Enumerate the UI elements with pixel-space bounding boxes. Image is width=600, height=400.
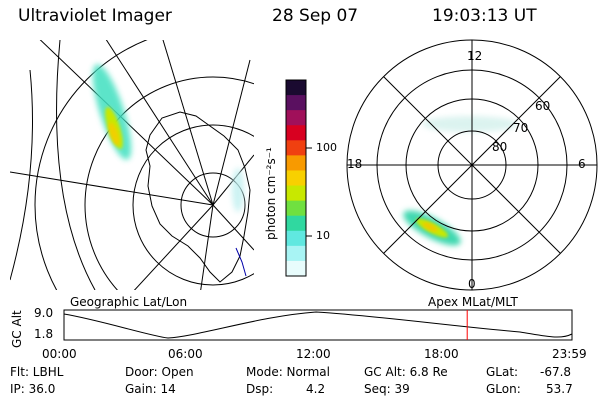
colorbar-segment xyxy=(286,170,306,187)
colorbar-segment xyxy=(286,155,306,172)
mlt-label-12: 12 xyxy=(467,49,483,63)
colorbar-unit-label: photon cm⁻²s⁻¹ xyxy=(264,147,278,240)
status-mode: Mode: Normal xyxy=(246,365,330,379)
date-label: 28 Sep 07 xyxy=(272,6,359,26)
colorbar-segment xyxy=(286,200,306,217)
orbit-xtick-2359: 23:59 xyxy=(552,347,587,361)
orbit-ylabel: GC Alt xyxy=(10,310,24,348)
instrument-title: Ultraviolet Imager xyxy=(18,6,172,26)
polar-plot xyxy=(346,39,598,291)
orbit-xtick-0600: 06:00 xyxy=(168,347,203,361)
colorbar-tick-marks xyxy=(306,147,312,237)
colorbar-segment xyxy=(286,245,306,262)
colorbar-tick-10: 10 xyxy=(316,229,330,242)
colorbar-segment xyxy=(286,260,306,277)
map-meridians xyxy=(10,40,254,290)
colorbar-segment xyxy=(286,230,306,247)
colorbar-segment xyxy=(286,215,306,232)
time-label: 19:03:13 UT xyxy=(432,6,537,26)
status-glat-label: GLat: xyxy=(486,365,519,379)
status-glon-value: 53.7 xyxy=(546,382,573,396)
orbit-ytick-low: 1.8 xyxy=(34,327,54,341)
status-door: Door: Open xyxy=(125,365,194,379)
mlat-label-80: 80 xyxy=(492,140,508,154)
status-gain: Gain: 14 xyxy=(125,382,176,396)
status-glon-label: GLon: xyxy=(486,382,521,396)
colorbar-segment xyxy=(286,110,306,126)
orbit-ytick-high: 9.0 xyxy=(34,306,54,320)
colorbar-segment xyxy=(286,125,306,141)
status-dsp-value: 4.2 xyxy=(306,382,326,396)
status-ip: IP: 36.0 xyxy=(10,382,56,396)
map-coordinate-label: Geographic Lat/Lon xyxy=(70,295,188,309)
mlt-label-6: 6 xyxy=(578,157,586,171)
mlat-label-60: 60 xyxy=(535,99,551,113)
polar-mlt-lines xyxy=(347,40,597,290)
status-gc-alt: GC Alt: 6.8 Re xyxy=(364,365,448,379)
colorbar-tick-100: 100 xyxy=(316,141,337,154)
status-seq: Seq: 39 xyxy=(364,382,410,396)
status-filter: Flt: LBHL xyxy=(10,365,64,379)
apex-coordinate-label: Apex MLat/MLT xyxy=(428,295,518,309)
mlat-label-70: 70 xyxy=(513,121,529,135)
orbit-xtick-1200: 12:00 xyxy=(296,347,331,361)
orbit-panel xyxy=(63,309,573,341)
status-dsp-label: Dsp: xyxy=(246,382,274,396)
colorbar-frame xyxy=(285,79,307,277)
status-glat-value: -67.8 xyxy=(540,365,572,379)
colorbar-segment xyxy=(286,95,306,111)
orbit-xtick-1800: 18:00 xyxy=(424,347,459,361)
mlt-label-0: 0 xyxy=(468,277,476,291)
mlt-label-18: 18 xyxy=(347,157,363,171)
map-aurora xyxy=(92,64,244,212)
orbit-frame xyxy=(63,309,573,341)
colorbar xyxy=(286,80,306,277)
colorbar-segment xyxy=(286,185,306,202)
colorbar-segment xyxy=(286,80,306,96)
colorbar-segment xyxy=(286,140,306,156)
antarctica-coastline xyxy=(145,111,251,283)
orbit-xtick-0000: 00:00 xyxy=(42,347,77,361)
geographic-map xyxy=(10,40,254,290)
map-lat-circles xyxy=(34,40,254,290)
orbit-altitude-curve xyxy=(63,311,573,339)
